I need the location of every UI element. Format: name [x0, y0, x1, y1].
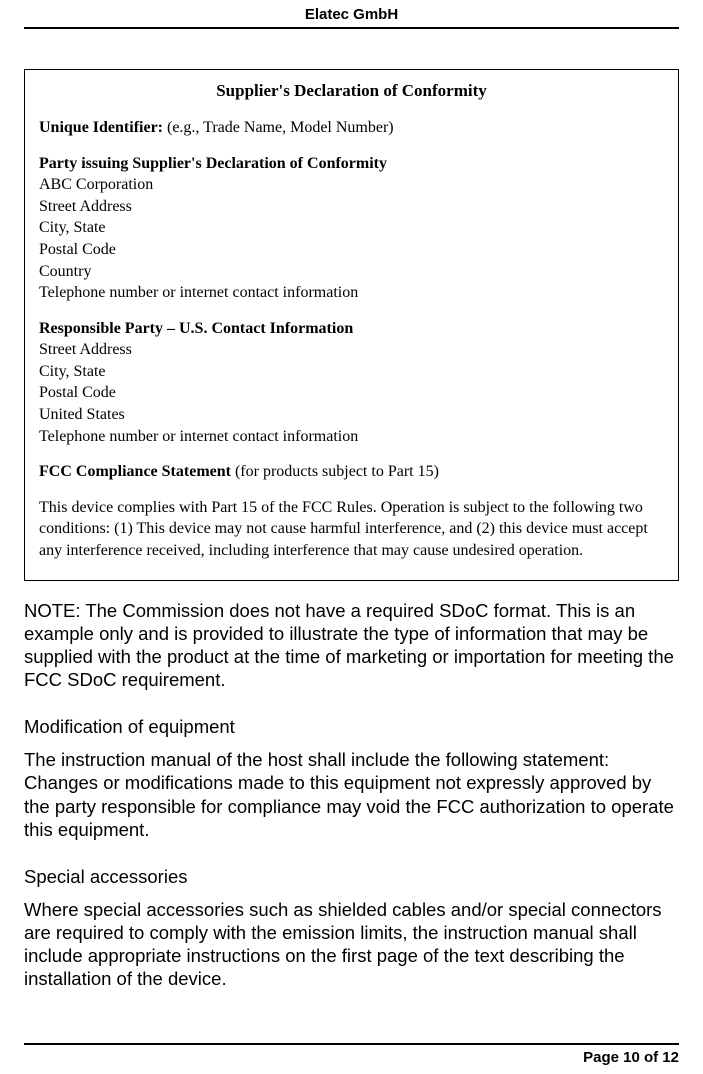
sdoc-party-line: Postal Code: [39, 239, 664, 261]
sdoc-party-line: Street Address: [39, 196, 664, 218]
sdoc-unique-identifier: Unique Identifier: (e.g., Trade Name, Mo…: [39, 117, 664, 139]
sdoc-fcc-hint: (for products subject to Part 15): [235, 463, 439, 480]
note-paragraph: NOTE: The Commission does not have a req…: [24, 599, 679, 692]
sdoc-responsible-line: United States: [39, 404, 664, 426]
sdoc-responsible-line: Street Address: [39, 339, 664, 361]
sdoc-responsible-line: City, State: [39, 361, 664, 383]
header-rule: [24, 27, 679, 29]
page-number: Page 10 of 12: [24, 1045, 679, 1066]
mod-body: The instruction manual of the host shall…: [24, 748, 679, 841]
page: Elatec GmbH Supplier's Declaration of Co…: [0, 0, 703, 1074]
sdoc-party-line: ABC Corporation: [39, 174, 664, 196]
sdoc-responsible-line: Telephone number or internet contact inf…: [39, 426, 664, 448]
sdoc-unique-label: Unique Identifier:: [39, 119, 163, 136]
sdoc-responsible-line: Postal Code: [39, 382, 664, 404]
sdoc-fcc-label: FCC Compliance Statement: [39, 463, 231, 480]
sdoc-party-line: Country: [39, 261, 664, 283]
sdoc-unique-hint: (e.g., Trade Name, Model Number): [167, 119, 394, 136]
sdoc-party-line: Telephone number or internet contact inf…: [39, 282, 664, 304]
sdoc-box: Supplier's Declaration of Conformity Uni…: [24, 69, 679, 581]
sdoc-party-heading: Party issuing Supplier's Declaration of …: [39, 153, 664, 175]
acc-body: Where special accessories such as shield…: [24, 898, 679, 991]
sdoc-title: Supplier's Declaration of Conformity: [39, 80, 664, 103]
mod-heading: Modification of equipment: [24, 715, 679, 738]
footer: Page 10 of 12: [24, 1033, 679, 1066]
sdoc-fcc-statement: This device complies with Part 15 of the…: [39, 497, 664, 562]
sdoc-responsible-heading: Responsible Party – U.S. Contact Informa…: [39, 318, 664, 340]
acc-heading: Special accessories: [24, 865, 679, 888]
sdoc-fcc-heading: FCC Compliance Statement (for products s…: [39, 461, 664, 483]
sdoc-party-line: City, State: [39, 217, 664, 239]
header-company: Elatec GmbH: [24, 0, 679, 27]
